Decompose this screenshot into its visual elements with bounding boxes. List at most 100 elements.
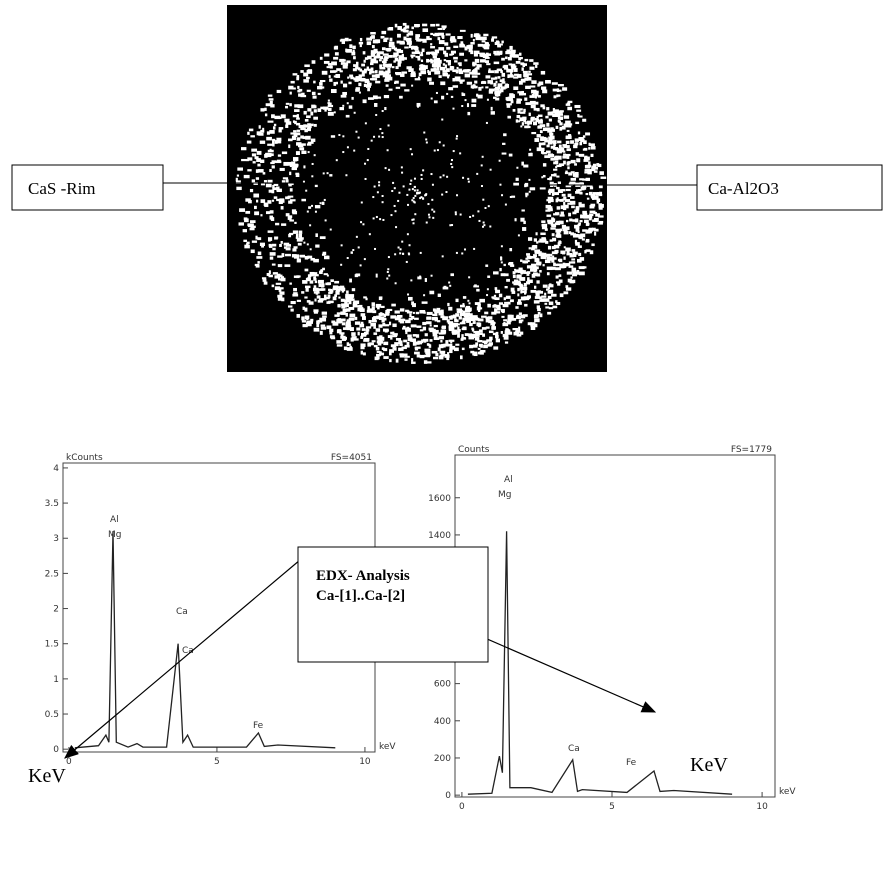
speckle (420, 59, 424, 63)
speckle (367, 342, 372, 346)
speckle (552, 108, 555, 112)
speckle (382, 218, 385, 221)
speckle (440, 339, 443, 343)
speckle (506, 104, 511, 108)
speckle (373, 332, 378, 335)
speckle (280, 277, 286, 282)
speckle (448, 87, 454, 91)
speckle (441, 255, 444, 258)
speckle (459, 52, 464, 56)
speckle (500, 256, 503, 259)
speckle (435, 91, 438, 94)
peak-label: Mg (498, 490, 511, 500)
speckle (575, 206, 580, 210)
speckle (565, 285, 569, 288)
speckle (413, 189, 416, 192)
left-label: CaS -Rim (28, 179, 96, 198)
speckle (357, 136, 360, 139)
speckle (541, 295, 547, 298)
speckle (409, 313, 412, 318)
speckle (296, 142, 302, 146)
speckle (524, 184, 527, 188)
speckle (526, 255, 531, 259)
speckle (455, 137, 458, 140)
speckle (354, 78, 359, 82)
speckle (501, 40, 504, 44)
speckle (269, 210, 274, 214)
speckle (448, 339, 455, 342)
speckle (256, 256, 263, 259)
speckle (538, 145, 542, 149)
speckle (525, 297, 531, 300)
speckle (533, 107, 540, 111)
speckle (558, 144, 562, 149)
speckle (555, 234, 560, 238)
speckle (346, 146, 349, 149)
speckle (525, 85, 531, 89)
speckle (424, 348, 431, 353)
speckle (292, 163, 299, 168)
speckle (340, 94, 347, 98)
speckle (575, 227, 580, 232)
speckle (596, 163, 600, 166)
speckle (534, 257, 539, 262)
speckle (514, 268, 517, 271)
speckle (298, 233, 303, 238)
speckle (522, 63, 528, 66)
speckle (361, 63, 365, 67)
speckle (512, 281, 515, 284)
speckle (333, 46, 337, 50)
speckle (399, 308, 405, 312)
speckle (518, 80, 523, 85)
speckle (472, 321, 476, 324)
speckle (326, 325, 332, 330)
speckle (278, 129, 282, 133)
speckle (540, 70, 546, 75)
speckle (553, 161, 557, 165)
speckle (404, 89, 410, 92)
speckle (431, 350, 438, 354)
speckle (393, 60, 396, 63)
speckle (269, 256, 274, 260)
speckle (542, 152, 547, 155)
speckle (494, 311, 501, 314)
speckle (299, 147, 305, 151)
speckle (295, 233, 299, 238)
speckle (438, 40, 445, 45)
speckle (343, 338, 346, 341)
speckle (364, 80, 370, 84)
speckle (550, 208, 553, 212)
speckle (454, 60, 458, 63)
speckle (271, 243, 277, 247)
speckle (474, 50, 480, 55)
spectrum-line (74, 531, 336, 749)
speckle (547, 295, 552, 300)
speckle (347, 343, 351, 346)
speckle (486, 98, 489, 101)
speckle (550, 184, 554, 187)
speckle (484, 207, 487, 210)
speckle (313, 291, 320, 294)
speckle (506, 68, 512, 73)
speckle (539, 124, 546, 128)
speckle (550, 227, 556, 230)
speckle (278, 200, 283, 205)
speckle (296, 137, 301, 141)
speckle (237, 167, 243, 171)
speckle (422, 65, 428, 70)
axis-caption: KeV (690, 754, 728, 776)
speckle (276, 159, 281, 163)
speckle (271, 284, 275, 288)
speckle (355, 61, 359, 65)
speckle (433, 336, 437, 341)
speckle (326, 172, 329, 175)
speckle (306, 69, 313, 74)
speckle (269, 169, 272, 173)
speckle (474, 58, 480, 63)
speckle (554, 111, 561, 114)
speckle (528, 178, 531, 181)
speckle (292, 293, 299, 297)
speckle (465, 312, 471, 317)
speckle (564, 172, 569, 175)
speckle (294, 120, 297, 125)
